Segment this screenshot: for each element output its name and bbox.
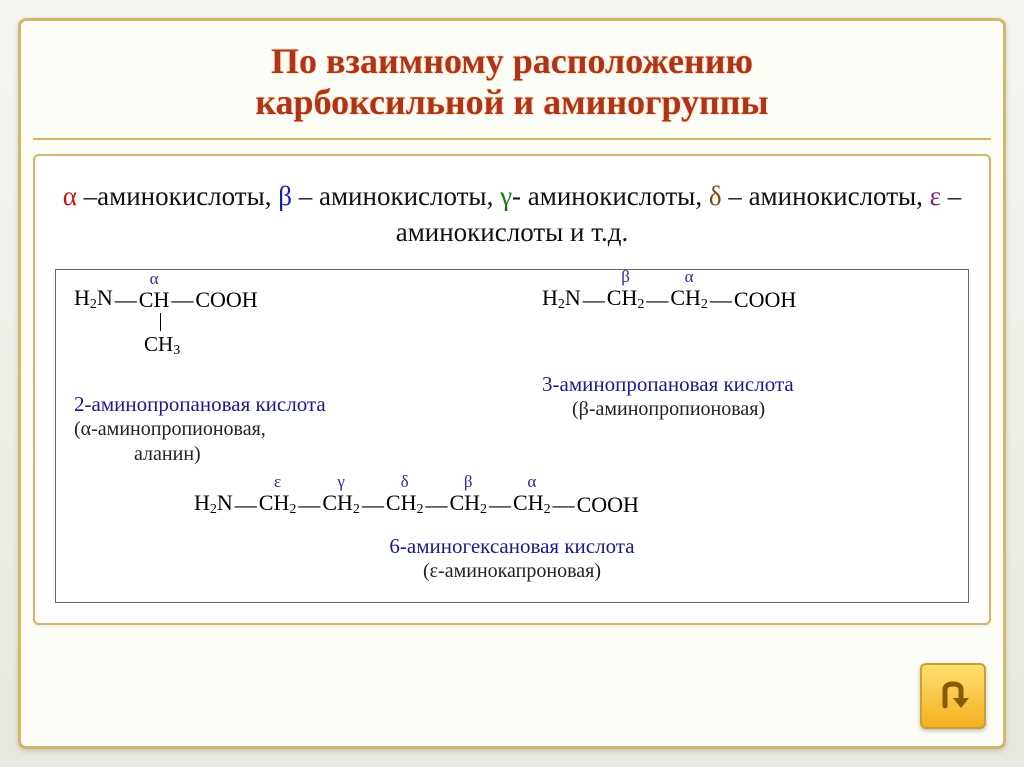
structure-1: H2N — α CH — COOH CH3 2-аминопропановая …: [74, 284, 482, 468]
frag-ch2-alpha: α CH2: [670, 284, 708, 314]
bond: —: [487, 491, 513, 519]
frag-ch2-delta: δ CH2: [386, 489, 424, 519]
bond: —: [423, 491, 449, 519]
frag-ch2-eps: ε CH2: [259, 489, 297, 519]
greek-eps: ε: [930, 181, 941, 211]
greek-beta: β: [278, 181, 292, 211]
bond: —: [708, 286, 734, 314]
bond: —: [644, 286, 670, 314]
label-eps: ε: [274, 471, 281, 492]
frag-ch3: CH3: [144, 331, 180, 360]
label-alpha: α: [150, 268, 159, 289]
structure-1-chain: H2N — α CH — COOH: [74, 284, 482, 314]
structure-3: H2N — ε CH2 — γ CH2 — δ: [74, 489, 950, 584]
structure-2: H2N — β CH2 — α CH2 — COOH: [502, 284, 950, 468]
bond: —: [551, 491, 577, 519]
bond: —: [296, 491, 322, 519]
label-beta: β: [621, 266, 630, 287]
structure-1-branch: CH3: [74, 315, 482, 365]
frag-h2n: H2N: [542, 284, 581, 314]
title-line-1: По взаимному расположению: [271, 41, 753, 81]
formula-row-1: H2N — α CH — COOH CH3 2-аминопропановая …: [74, 284, 950, 468]
greek-alpha: α: [63, 181, 77, 211]
structure-2-name: 3-аминопропановая кислота: [542, 371, 950, 397]
structure-1-name: 2-аминопропановая кислота: [74, 391, 482, 417]
frag-cooh: COOH: [195, 286, 257, 314]
bond: —: [581, 286, 607, 314]
frag-cooh: COOH: [577, 491, 639, 519]
structure-3-name: 6-аминогексановая кислота: [74, 533, 950, 559]
frag-ch2-gamma: γ CH2: [322, 489, 360, 519]
structure-3-alt: (ε-аминокапроновая): [74, 559, 950, 584]
structure-1-alt1: (α-аминопропионовая,: [74, 417, 482, 442]
title-bar: По взаимному расположению карбоксильной …: [33, 33, 991, 140]
nav-back-button[interactable]: [920, 663, 986, 729]
structure-2-alt: (β-аминопропионовая): [542, 397, 950, 422]
label-delta: δ: [401, 471, 409, 492]
u-turn-arrow-icon: [933, 676, 973, 716]
label-beta: β: [464, 471, 473, 492]
slide-title: По взаимному расположению карбоксильной …: [43, 41, 981, 124]
content-frame: α –аминокислоты, β – аминокислоты, γ- ам…: [33, 154, 991, 625]
frag-h2n: H2N: [194, 489, 233, 519]
frag-ch2-beta: β CH2: [607, 284, 645, 314]
intro-text: α –аминокислоты, β – аминокислоты, γ- ам…: [55, 178, 969, 251]
label-alpha: α: [527, 471, 536, 492]
bond: —: [113, 286, 139, 314]
bond: —: [360, 491, 386, 519]
branch-line: [160, 313, 162, 331]
structure-3-chain: H2N — ε CH2 — γ CH2 — δ: [194, 489, 950, 519]
structure-2-chain: H2N — β CH2 — α CH2 — COOH: [542, 284, 950, 314]
frag-h2n: H2N: [74, 284, 113, 314]
bond: —: [169, 286, 195, 314]
label-gamma: γ: [337, 471, 345, 492]
structure-1-alt2: аланин): [74, 442, 482, 467]
label-alpha: α: [685, 266, 694, 287]
frag-ch-alpha: α CH: [139, 286, 170, 314]
frag-ch2-beta: β CH2: [449, 489, 487, 519]
title-line-2: карбоксильной и аминогруппы: [255, 82, 768, 122]
frag-cooh: COOH: [734, 286, 796, 314]
formula-box: H2N — α CH — COOH CH3 2-аминопропановая …: [55, 269, 969, 604]
slide-frame: По взаимному расположению карбоксильной …: [18, 18, 1006, 749]
greek-gamma: γ: [500, 181, 512, 211]
bond: —: [233, 491, 259, 519]
greek-delta: δ: [709, 181, 722, 211]
frag-ch2-alpha: α CH2: [513, 489, 551, 519]
